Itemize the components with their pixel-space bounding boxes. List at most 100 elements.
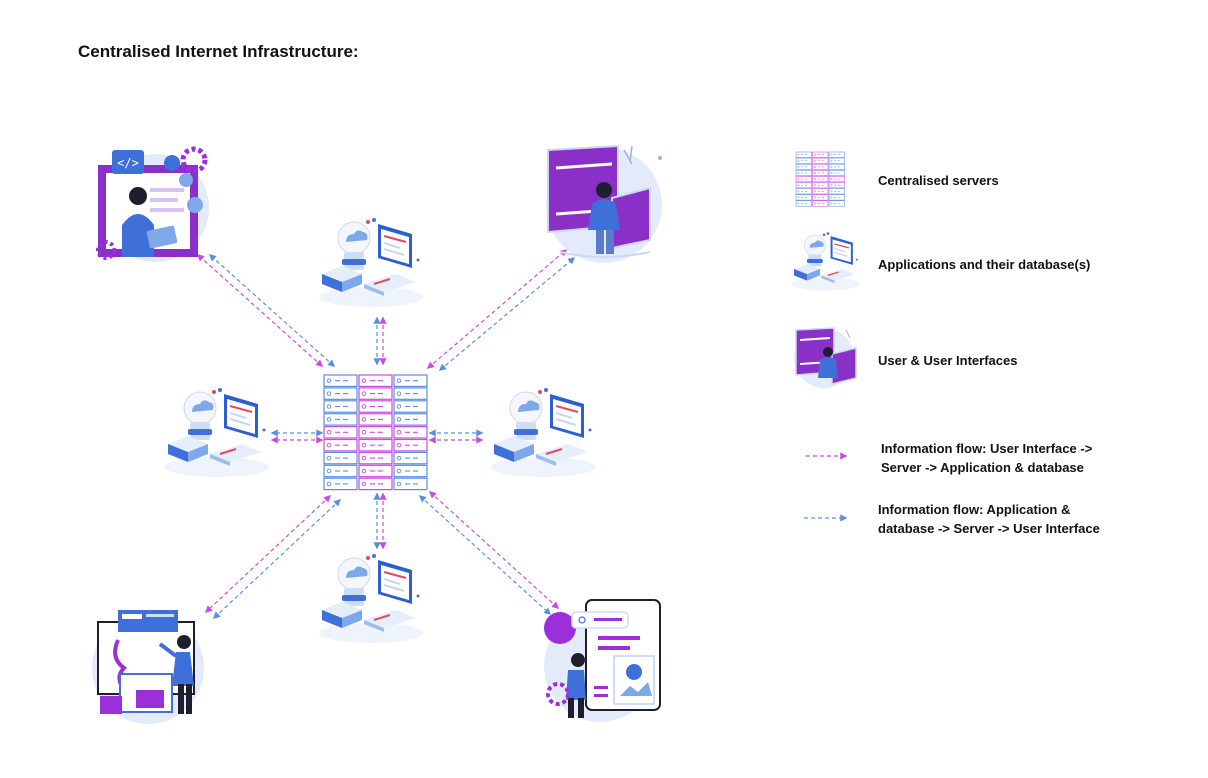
application-node-right — [490, 387, 596, 478]
server-unit — [393, 374, 428, 387]
server-led — [813, 178, 816, 181]
server-unit — [393, 413, 428, 426]
server-led — [797, 196, 800, 199]
application-node-top — [318, 217, 424, 308]
server-unit — [393, 438, 428, 452]
server-unit — [795, 157, 812, 164]
server-led — [326, 417, 332, 422]
server-unit — [795, 188, 812, 195]
server-led — [396, 404, 402, 409]
server-led — [830, 171, 833, 175]
server-unit — [828, 170, 845, 176]
server-unit — [795, 194, 812, 201]
server-led — [361, 468, 367, 474]
server-unit — [828, 200, 845, 207]
server-unit — [358, 438, 393, 452]
server-led — [830, 184, 833, 187]
server-unit — [812, 163, 829, 170]
central-server-rack — [323, 374, 428, 491]
server-led — [361, 417, 367, 422]
server-unit — [323, 477, 358, 491]
server-unit — [358, 400, 393, 413]
server-unit — [393, 400, 428, 413]
server-unit — [812, 182, 829, 189]
server-led — [797, 202, 800, 205]
server-led — [326, 442, 332, 448]
server-led — [396, 430, 402, 435]
server-led — [797, 178, 800, 181]
server-led — [326, 404, 332, 409]
server-unit — [828, 182, 845, 189]
server-led — [361, 391, 367, 396]
server-unit — [323, 387, 358, 400]
server-led — [830, 196, 833, 199]
page-title: Centralised Internet Infrastructure: — [78, 42, 359, 61]
server-led — [396, 417, 402, 422]
legend-label-users: User & User Interfaces — [878, 353, 1018, 368]
server-led — [396, 442, 402, 448]
server-led — [797, 159, 800, 162]
server-unit — [812, 200, 829, 207]
server-unit — [323, 374, 358, 387]
server-led — [361, 455, 367, 461]
server-unit — [358, 464, 393, 478]
legend-label-flow-magenta: Information flow: User Interface -> Serv… — [881, 439, 1092, 477]
server-unit — [795, 176, 812, 183]
server-unit — [358, 413, 393, 426]
legend-label-servers: Centralised servers — [878, 173, 999, 188]
server-led — [396, 391, 402, 396]
server-led — [797, 184, 800, 187]
application-node-bottom — [318, 553, 424, 644]
legend-user-icon — [794, 327, 857, 388]
server-unit — [323, 451, 358, 465]
server-led — [813, 153, 816, 156]
server-unit — [358, 451, 393, 465]
server-led — [396, 378, 402, 383]
server-unit — [323, 464, 358, 478]
server-led — [326, 391, 332, 396]
user-node-bottom-right — [544, 599, 661, 722]
server-led — [361, 430, 367, 435]
server-led — [326, 481, 332, 487]
server-unit — [795, 182, 812, 189]
server-unit — [323, 426, 358, 439]
server-led — [830, 202, 833, 205]
server-led — [326, 378, 332, 383]
user-node-top-left: </> — [96, 146, 209, 262]
server-led — [396, 455, 402, 461]
server-unit — [393, 426, 428, 439]
server-led — [813, 190, 816, 193]
server-led — [813, 202, 816, 205]
server-unit — [795, 200, 812, 207]
server-unit — [323, 400, 358, 413]
server-unit — [358, 387, 393, 400]
server-led — [830, 153, 833, 156]
server-led — [830, 178, 833, 181]
server-led — [813, 159, 816, 162]
server-unit — [393, 464, 428, 478]
server-led — [361, 442, 367, 448]
server-unit — [323, 438, 358, 452]
server-led — [326, 468, 332, 474]
server-led — [813, 184, 816, 187]
server-unit — [795, 163, 812, 170]
server-led — [830, 159, 833, 162]
server-unit — [828, 157, 845, 164]
svg-text:</>: </> — [117, 156, 139, 170]
server-unit — [828, 194, 845, 201]
server-unit — [812, 157, 829, 164]
server-led — [813, 196, 816, 199]
user-node-top-right — [546, 144, 662, 263]
server-led — [797, 165, 800, 168]
server-led — [797, 190, 800, 193]
server-led — [813, 165, 816, 168]
server-led — [326, 455, 332, 461]
flow-arrows — [196, 249, 576, 619]
server-unit — [812, 176, 829, 183]
server-unit — [828, 163, 845, 170]
legend-flow-magenta-line1: Information flow: User Interface -> — [881, 441, 1093, 456]
server-led — [797, 171, 800, 175]
legend-label-applications: Applications and their database(s) — [878, 257, 1091, 272]
server-unit — [795, 170, 812, 176]
